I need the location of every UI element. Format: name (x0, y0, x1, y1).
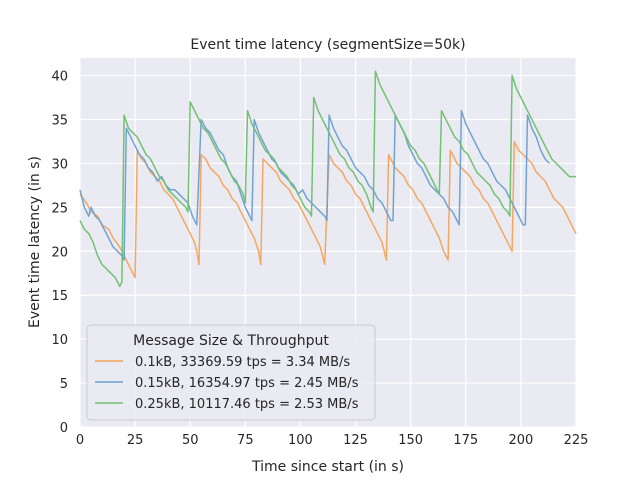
y-tick-label: 35 (51, 114, 68, 129)
legend: Message Size & Throughput 0.1kB, 33369.5… (86, 324, 376, 421)
series-line-2 (79, 70, 576, 288)
legend-entries: 0.1kB, 33369.59 tps = 3.34 MB/s 0.15kB, 1… (95, 355, 359, 412)
x-tick-label: 150 (398, 433, 423, 448)
x-tick-label: 0 (76, 433, 84, 448)
legend-label-0: 0.1kB, 33369.59 tps = 3.34 MB/s (135, 355, 350, 370)
y-tick-label: 0 (60, 421, 68, 436)
series-line-0 (79, 140, 577, 279)
legend-box (86, 324, 376, 421)
y-axis-label: Event time latency (in s) (27, 156, 43, 328)
x-tick-labels: 0 25 50 75 100 125 150 175 200 225 (76, 433, 589, 448)
series-lines (79, 70, 577, 288)
y-tick-label: 20 (51, 245, 68, 260)
x-tick-label: 225 (564, 433, 589, 448)
chart-title: Event time latency (segmentSize=50k) (190, 37, 465, 53)
y-tick-label: 30 (51, 157, 68, 172)
y-tick-labels: 0 5 10 15 20 25 30 35 40 (51, 70, 68, 436)
y-tick-label: 25 (51, 201, 68, 216)
legend-label-2: 0.25kB, 10117.46 tps = 2.53 MB/s (135, 397, 359, 412)
y-tick-label: 5 (60, 377, 68, 392)
y-tick-label: 15 (51, 289, 68, 304)
x-tick-label: 100 (288, 433, 313, 448)
x-tick-label: 200 (508, 433, 533, 448)
x-tick-label: 75 (237, 433, 254, 448)
legend-label-1: 0.15kB, 16354.97 tps = 2.45 MB/s (135, 376, 359, 391)
y-tick-label: 10 (51, 333, 68, 348)
x-tick-label: 125 (343, 433, 368, 448)
x-tick-label: 175 (453, 433, 478, 448)
series-line-1 (79, 109, 551, 261)
legend-title: Message Size & Throughput (133, 333, 329, 349)
x-tick-label: 50 (182, 433, 199, 448)
x-tick-label: 25 (127, 433, 144, 448)
x-axis-label: Time since start (in s) (251, 459, 404, 475)
y-tick-label: 40 (51, 70, 68, 85)
